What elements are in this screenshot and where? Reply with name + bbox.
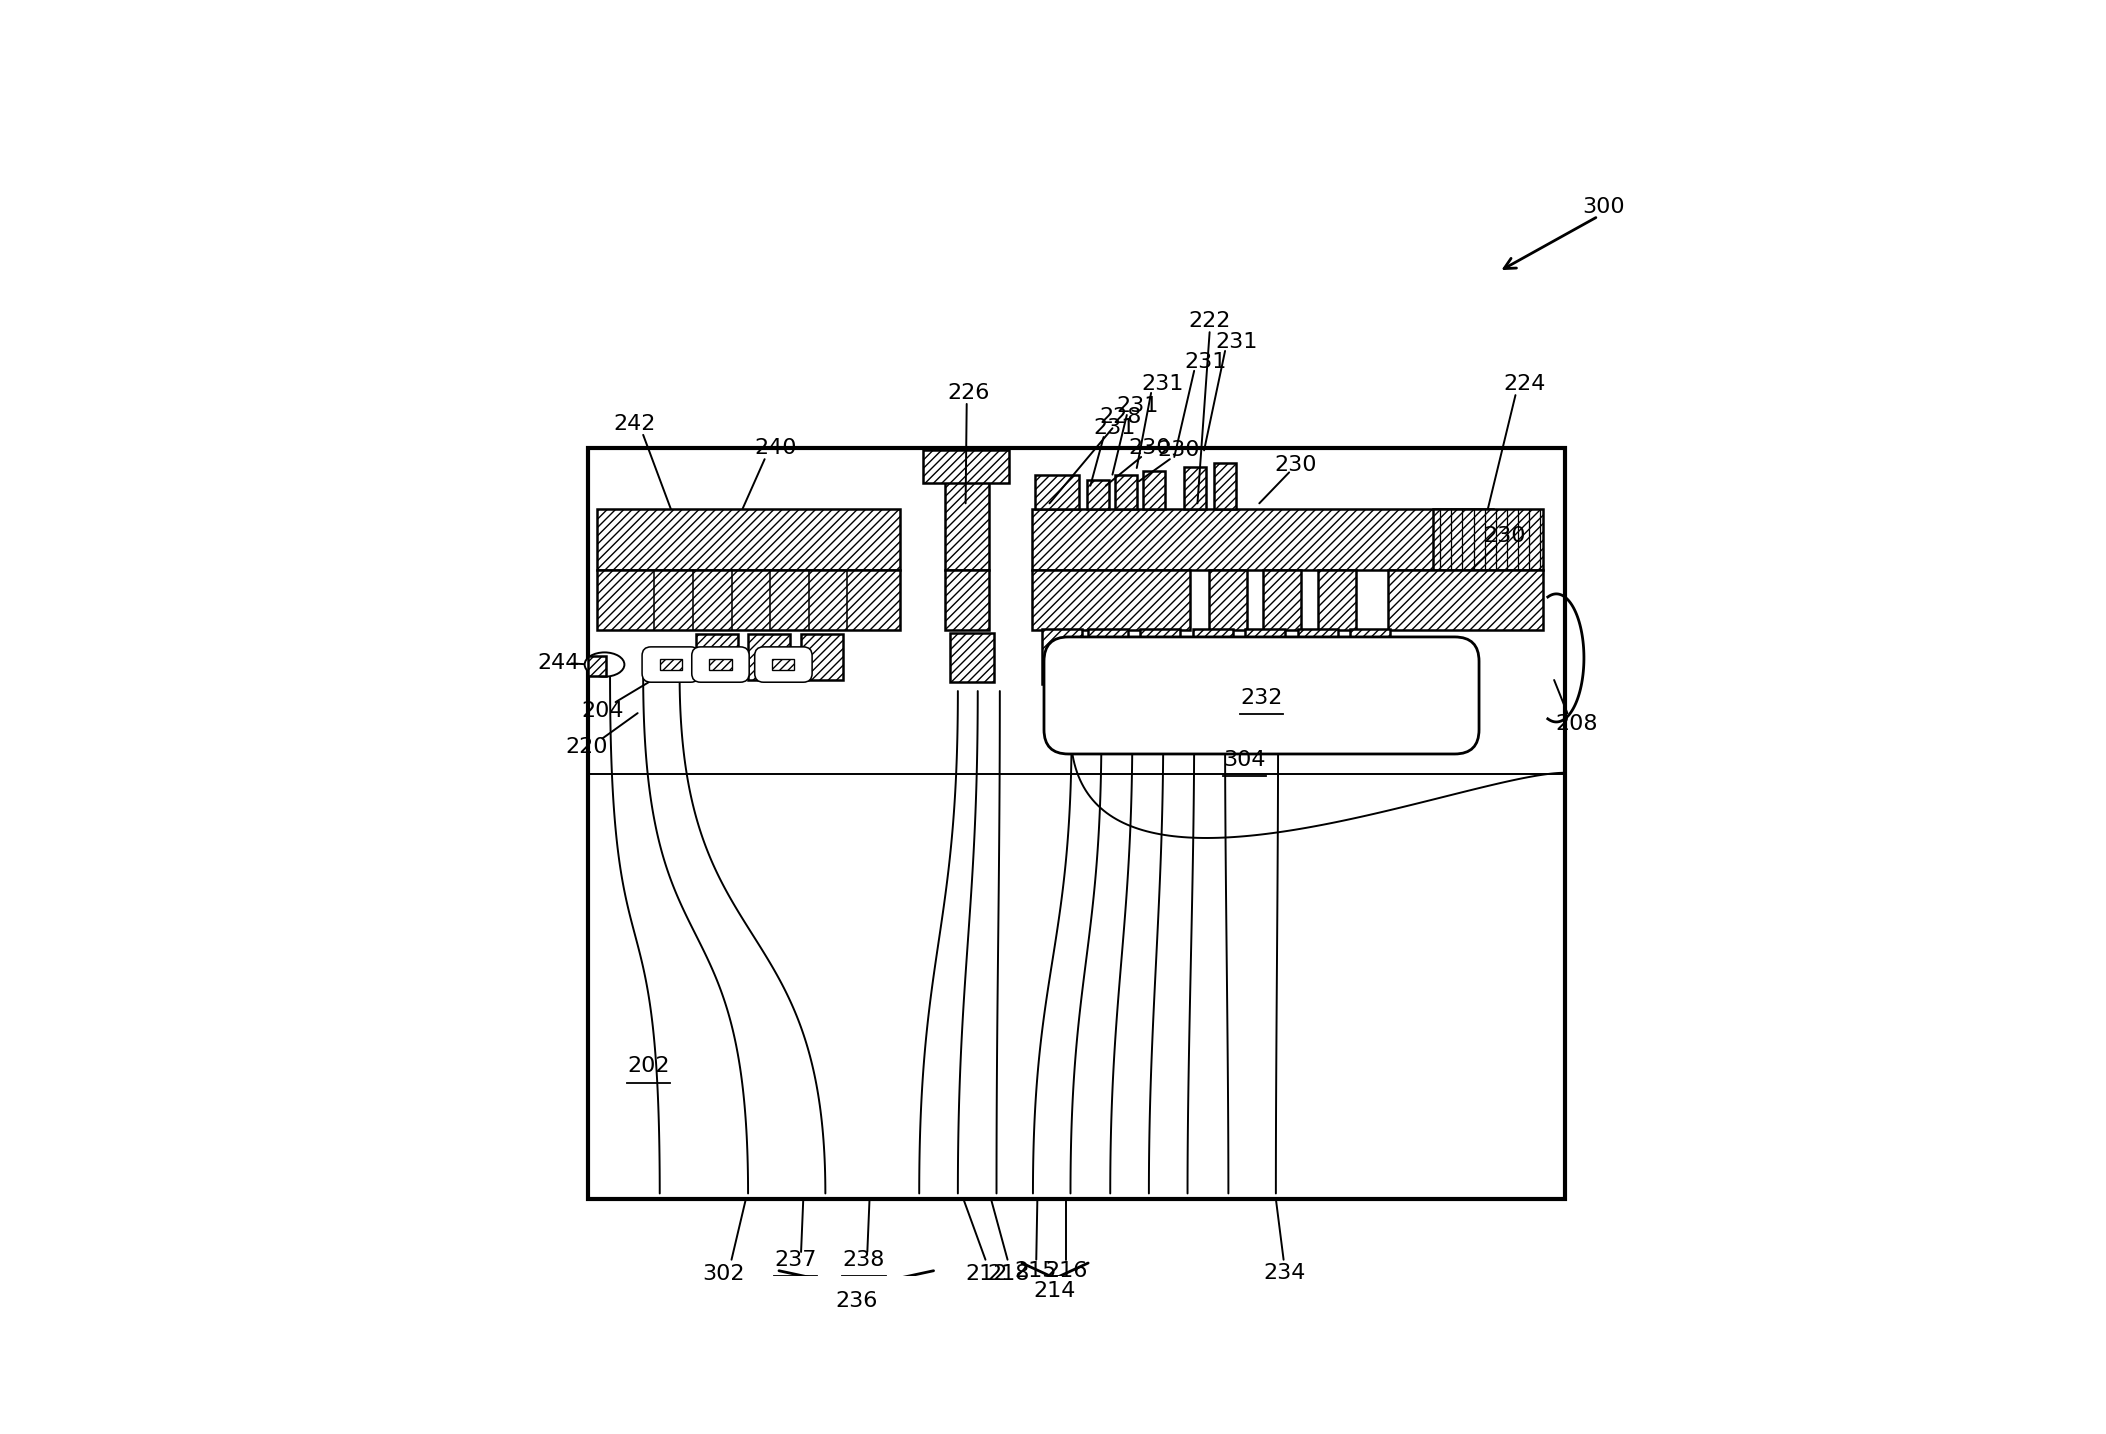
Text: 224: 224 xyxy=(1504,374,1546,394)
Bar xyxy=(1388,569,1544,631)
Text: 302: 302 xyxy=(703,1263,746,1283)
Bar xyxy=(588,447,1565,1199)
Text: 230: 230 xyxy=(1274,455,1316,475)
Bar xyxy=(1042,630,1082,684)
Bar xyxy=(588,655,607,675)
Bar xyxy=(1264,569,1302,631)
Text: 236: 236 xyxy=(836,1291,878,1311)
Text: 230: 230 xyxy=(1129,439,1171,457)
Bar xyxy=(596,509,901,569)
Bar xyxy=(1144,472,1165,509)
Bar xyxy=(1245,630,1285,684)
Text: 232: 232 xyxy=(1240,688,1283,707)
Bar xyxy=(1114,476,1137,509)
Bar xyxy=(710,660,731,670)
Text: 231: 231 xyxy=(1141,374,1184,394)
Text: 202: 202 xyxy=(628,1057,670,1077)
Text: 215: 215 xyxy=(1013,1260,1057,1281)
Text: 230: 230 xyxy=(1158,440,1200,460)
FancyBboxPatch shape xyxy=(642,647,699,683)
Text: 208: 208 xyxy=(1554,714,1598,734)
Bar xyxy=(1209,569,1247,631)
Bar xyxy=(1087,480,1110,509)
Text: 304: 304 xyxy=(1224,750,1266,770)
Text: 242: 242 xyxy=(613,414,655,435)
Text: 237: 237 xyxy=(775,1249,817,1269)
Text: 231: 231 xyxy=(1093,419,1135,439)
Bar xyxy=(1184,467,1207,509)
FancyBboxPatch shape xyxy=(754,647,813,683)
Bar xyxy=(596,569,901,631)
Text: 212: 212 xyxy=(965,1263,1009,1283)
FancyBboxPatch shape xyxy=(1045,637,1478,754)
Text: 231: 231 xyxy=(1116,396,1158,416)
Bar xyxy=(1032,569,1190,631)
Bar xyxy=(1036,476,1078,509)
Text: 244: 244 xyxy=(537,654,579,674)
Bar xyxy=(748,634,790,680)
Bar xyxy=(1089,630,1129,684)
Text: 216: 216 xyxy=(1045,1260,1087,1281)
Bar xyxy=(1213,463,1236,509)
Text: 222: 222 xyxy=(1188,311,1230,331)
Text: 220: 220 xyxy=(567,737,609,757)
Bar xyxy=(1350,630,1390,684)
Bar xyxy=(1297,630,1337,684)
Bar xyxy=(1318,569,1356,631)
Text: 231: 231 xyxy=(1215,333,1257,353)
Text: 230: 230 xyxy=(1483,526,1525,546)
Ellipse shape xyxy=(585,652,623,677)
Text: 214: 214 xyxy=(1034,1281,1076,1301)
FancyBboxPatch shape xyxy=(691,647,750,683)
Bar xyxy=(773,660,794,670)
Bar xyxy=(659,660,682,670)
Text: 234: 234 xyxy=(1264,1263,1306,1283)
Text: 238: 238 xyxy=(842,1249,885,1269)
Bar xyxy=(1139,630,1179,684)
Bar xyxy=(1194,630,1232,684)
Text: 231: 231 xyxy=(1184,351,1226,371)
Bar xyxy=(1032,509,1493,569)
Bar xyxy=(946,482,990,569)
Text: 204: 204 xyxy=(581,701,623,721)
Bar xyxy=(697,634,737,680)
Bar xyxy=(800,634,842,680)
Bar xyxy=(946,569,990,631)
Text: 300: 300 xyxy=(1582,198,1626,218)
Bar xyxy=(922,450,1009,483)
Text: 228: 228 xyxy=(1099,407,1141,427)
Text: 218: 218 xyxy=(988,1263,1030,1283)
Bar xyxy=(1432,509,1544,569)
Text: 240: 240 xyxy=(754,439,796,457)
Text: 226: 226 xyxy=(948,383,990,403)
Bar xyxy=(950,632,994,683)
